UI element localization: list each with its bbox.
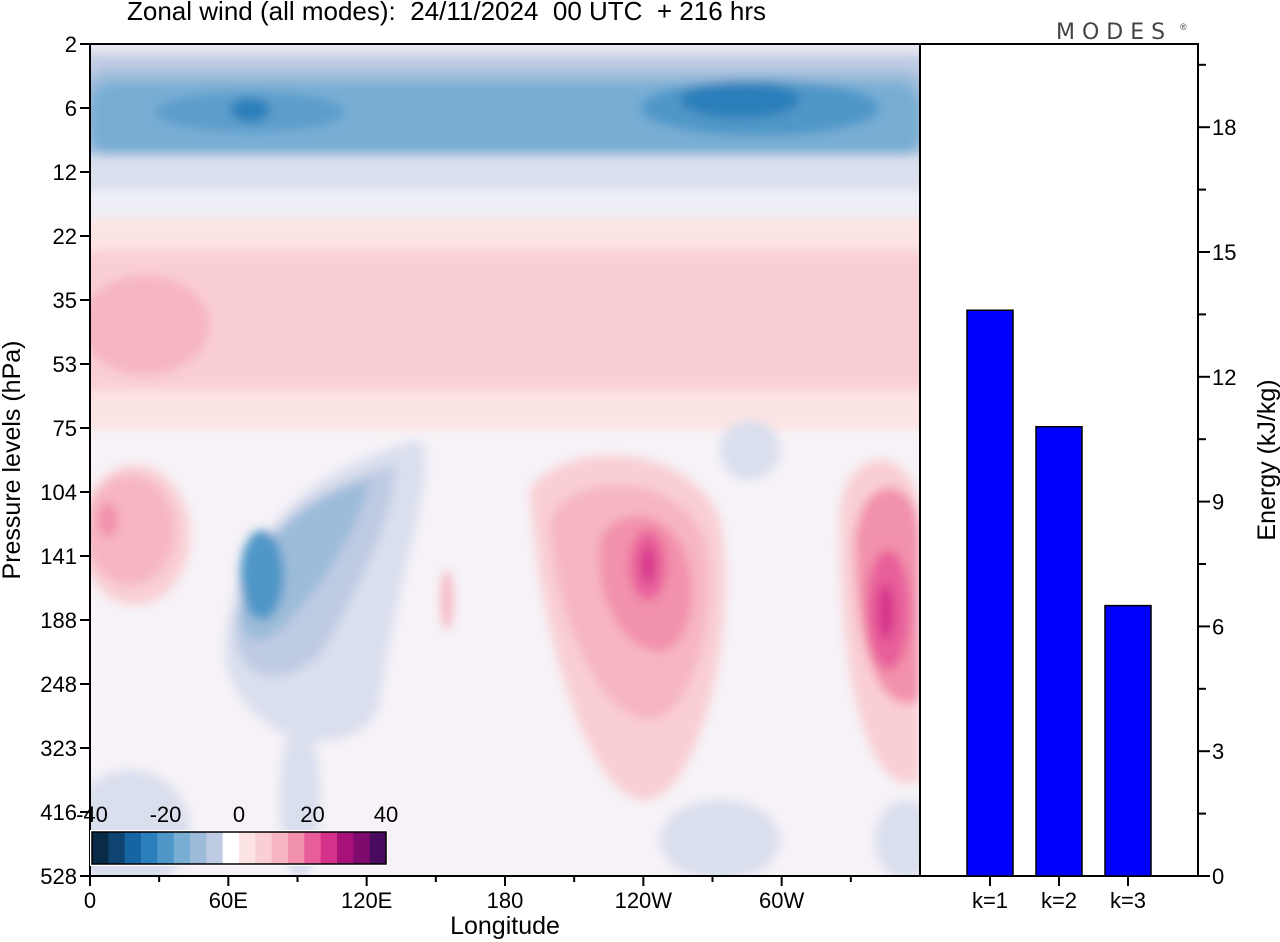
energy-bars bbox=[966, 309, 1152, 877]
colorbar-swatch bbox=[320, 832, 338, 864]
y-tick-label: 2 bbox=[65, 32, 77, 57]
colorbar-tick-label: -20 bbox=[150, 802, 182, 827]
colorbar-swatch bbox=[141, 832, 158, 864]
x-tick-label: 180 bbox=[487, 888, 524, 913]
y-tick-label: 35 bbox=[53, 288, 77, 313]
energy-bar bbox=[966, 309, 1014, 877]
colorbar-swatch bbox=[92, 832, 109, 864]
colorbar-swatch bbox=[353, 832, 371, 864]
colorbar-swatch bbox=[173, 832, 191, 864]
x-tick-label: 120E bbox=[341, 888, 392, 913]
colorbar-swatch bbox=[304, 832, 322, 864]
energy-tick-label: 18 bbox=[1212, 115, 1236, 140]
colorbar-tick-label: -40 bbox=[76, 802, 108, 827]
x-tick-label: 0 bbox=[84, 888, 96, 913]
bar-category-label: k=2 bbox=[1041, 888, 1077, 913]
colorbar-swatch bbox=[271, 832, 289, 864]
colorbar-swatch bbox=[288, 832, 305, 864]
energy-axis-title: Energy (kJ/kg) bbox=[1253, 379, 1280, 540]
bar-category-axis: k=1 k=2 k=3 bbox=[972, 876, 1146, 913]
colorbar-swatch bbox=[337, 832, 354, 864]
zonal-wind-heatmap bbox=[90, 44, 920, 876]
pressure-axis: 2 6 12 22 35 53 75 104 141 188 248 323 416 528 bbox=[40, 32, 90, 889]
y-tick-label: 416 bbox=[40, 800, 77, 825]
colorbar-swatch bbox=[239, 832, 256, 864]
energy-bar bbox=[1104, 604, 1152, 877]
colorbar-tick-label: 40 bbox=[374, 802, 398, 827]
y-tick-label: 53 bbox=[53, 352, 77, 377]
x-tick-label: 60W bbox=[759, 888, 804, 913]
energy-bar bbox=[1035, 425, 1083, 877]
longitude-axis: 0 60E 120E 180 120W 60W bbox=[84, 876, 852, 913]
energy-tick-label: 3 bbox=[1212, 739, 1224, 764]
colorbar-swatch bbox=[108, 832, 126, 864]
y-tick-label: 141 bbox=[40, 544, 77, 569]
energy-tick-label: 15 bbox=[1212, 240, 1236, 265]
x-axis-title: Longitude bbox=[450, 912, 560, 940]
colorbar-swatch bbox=[190, 832, 207, 864]
energy-tick-label: 9 bbox=[1212, 490, 1224, 515]
y-tick-label: 75 bbox=[53, 416, 77, 441]
bar-category-label: k=1 bbox=[972, 888, 1008, 913]
colorbar-swatch bbox=[206, 832, 224, 864]
wind-contours bbox=[90, 44, 920, 876]
y-tick-label: 6 bbox=[65, 96, 77, 121]
energy-axis: 0 3 6 9 12 15 18 bbox=[1198, 63, 1236, 889]
colorbar-frame bbox=[91, 831, 387, 865]
bar-category-label: k=3 bbox=[1110, 888, 1146, 913]
colorbar-labels: -40 -20 0 20 40 bbox=[76, 802, 398, 827]
energy-tick-label: 12 bbox=[1212, 365, 1236, 390]
y-tick-label: 323 bbox=[40, 736, 77, 761]
modes-logo: MODES bbox=[1056, 20, 1173, 45]
x-tick-label: 120W bbox=[615, 888, 673, 913]
y-tick-label: 248 bbox=[40, 672, 77, 697]
colorbar-swatch bbox=[157, 832, 175, 864]
x-tick-label: 60E bbox=[209, 888, 248, 913]
colorbar-swatch bbox=[369, 832, 387, 864]
colorbar bbox=[90, 830, 388, 866]
y-tick-label: 22 bbox=[53, 224, 77, 249]
colorbar-tick-label: 20 bbox=[300, 802, 324, 827]
y-axis-title: Pressure levels (hPa) bbox=[0, 341, 26, 580]
chart-title: Zonal wind (all modes): 24/11/2024 00 UT… bbox=[127, 0, 767, 26]
colorbar-swatch bbox=[124, 832, 142, 864]
colorbar-swatch bbox=[222, 832, 240, 864]
y-tick-label: 12 bbox=[53, 160, 77, 185]
energy-tick-label: 0 bbox=[1212, 864, 1224, 889]
y-tick-label: 104 bbox=[40, 480, 77, 505]
y-tick-label: 188 bbox=[40, 608, 77, 633]
energy-tick-label: 6 bbox=[1212, 614, 1224, 639]
colorbar-tick-label: 0 bbox=[233, 802, 245, 827]
y-tick-label: 528 bbox=[40, 864, 77, 889]
colorbar-swatch bbox=[255, 832, 273, 864]
registered-mark: ® bbox=[1180, 22, 1187, 32]
